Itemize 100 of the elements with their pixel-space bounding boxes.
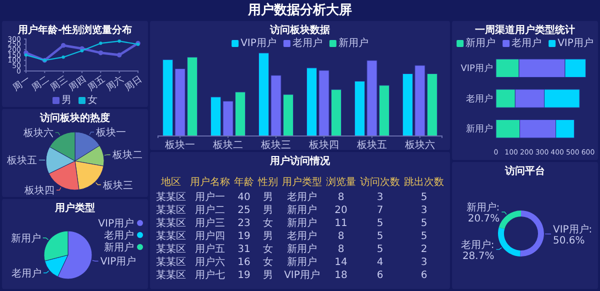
text: 7 xyxy=(376,205,384,216)
text: 5 xyxy=(376,244,384,255)
text: 8 xyxy=(338,244,344,255)
chart-title: 用户类型 xyxy=(54,202,95,214)
category-label: 用户类型 xyxy=(282,176,322,188)
text: 用户二 xyxy=(195,205,225,216)
text: 6 xyxy=(420,270,428,281)
text: 5 xyxy=(376,231,384,242)
text: 6 xyxy=(376,270,384,281)
text: 3 xyxy=(420,205,428,216)
legend-label: 老用户 xyxy=(292,37,322,49)
chart-title: 用户年龄-性别浏览量分布 xyxy=(16,24,132,36)
x-tick-label: 周六 xyxy=(104,74,126,94)
text: 男 xyxy=(263,270,273,281)
point xyxy=(60,43,66,48)
legend-label: 新用户 xyxy=(104,242,134,254)
x-tick-label: 周一 xyxy=(11,74,32,94)
data-label: 新用户: 20.7% xyxy=(466,202,500,225)
text: 23 xyxy=(238,218,250,229)
text: 3 xyxy=(420,257,428,268)
text: 某某区 xyxy=(156,257,186,268)
category-label: 地区 xyxy=(160,176,181,188)
x-tick-label: 板块四 xyxy=(308,139,339,152)
text: 某某区 xyxy=(156,218,186,229)
legend-label: 老用户 xyxy=(104,230,134,242)
text: 新用户 xyxy=(287,244,317,255)
text: 5 xyxy=(376,218,384,229)
legend-label: VIP用户 xyxy=(558,37,594,49)
y-tick-label: 老用户 xyxy=(466,93,493,104)
slice-label: 板块四 xyxy=(23,184,54,197)
data-label: VIP用户: 50.6% xyxy=(552,224,592,247)
text: 某某区 xyxy=(156,192,186,203)
text: 5 xyxy=(420,192,428,203)
text: 20 xyxy=(334,205,348,216)
point xyxy=(99,42,102,45)
text: 用户五 xyxy=(195,244,225,255)
text: 5 xyxy=(420,218,428,229)
chart-title: 一周渠道用户类型统计 xyxy=(475,24,575,36)
point xyxy=(80,49,84,52)
text: 女 xyxy=(263,257,273,268)
text: 某某区 xyxy=(156,244,186,255)
chart-title: 访问板块数据 xyxy=(269,24,330,36)
chart-title: 访问板块的热度 xyxy=(39,112,110,124)
text: 25 xyxy=(238,205,250,216)
text: 3 xyxy=(376,192,384,203)
legend-label: 老用户 xyxy=(512,37,542,49)
text: 用户数据分析大屏 xyxy=(247,2,352,18)
x-tick-label: 周三 xyxy=(48,74,70,94)
text: 老用户 xyxy=(287,192,317,203)
text: 女 xyxy=(263,218,273,229)
text: 2 xyxy=(420,244,428,255)
category-label: 性别 xyxy=(257,176,278,188)
chart-title: 访问平台 xyxy=(504,165,545,177)
data-label: 老用户: 28.7% xyxy=(460,238,494,262)
legend-label: 新用户 xyxy=(338,37,368,49)
category-label: 用户名称 xyxy=(190,176,230,188)
text: 某某区 xyxy=(156,205,186,216)
text: 用户四 xyxy=(195,231,225,242)
text: 11 xyxy=(334,218,348,229)
text: 5 xyxy=(420,231,428,242)
donut-slice xyxy=(498,210,521,229)
text: 16 xyxy=(238,257,250,268)
text: 新用户 xyxy=(287,218,317,229)
text: 8 xyxy=(338,192,344,203)
x-tick-label: 板块五 xyxy=(356,139,387,152)
text: 用户一 xyxy=(195,192,225,203)
x-tick-label: 板块三 xyxy=(260,139,292,152)
x-tick-label: 周日 xyxy=(123,74,144,94)
text: 男 xyxy=(263,192,273,203)
category-label: 年龄 xyxy=(234,176,254,188)
x-tick-label: 板块六 xyxy=(404,139,435,152)
category-label: 跳出次数 xyxy=(404,176,444,188)
donut-slice xyxy=(498,227,520,256)
x-tick-label: 板块二 xyxy=(212,139,244,152)
x-tick-label: 周五 xyxy=(86,74,107,94)
text: 用户六 xyxy=(195,257,225,268)
text: 用户三 xyxy=(195,218,225,229)
point xyxy=(118,40,121,43)
text: 用户访问情况 xyxy=(269,155,331,167)
category-label: 浏览量 xyxy=(326,176,356,188)
text: 女 xyxy=(263,244,273,255)
text: 31 xyxy=(238,244,250,255)
text: 19 xyxy=(238,270,250,281)
legend-label: VIP用户 xyxy=(98,218,134,230)
slice-label: 板块三 xyxy=(102,179,133,192)
legend-label: 男 xyxy=(62,95,72,106)
text: 14 xyxy=(334,257,348,268)
text: 新用户 xyxy=(287,205,317,216)
text: 某某区 xyxy=(156,231,186,242)
text: 男 xyxy=(263,205,273,216)
slice-label: VIP用户 xyxy=(100,256,136,268)
y-tick-label: 新用户 xyxy=(466,124,493,135)
slice-label: 板块六 xyxy=(22,127,54,140)
category-label: 访问次数 xyxy=(360,176,400,188)
text: VIP用户 xyxy=(284,270,320,281)
x-tick-label: 周二 xyxy=(30,74,51,94)
text: 8 xyxy=(338,231,344,242)
text: 40 xyxy=(238,192,250,203)
text: 新用户 xyxy=(287,257,317,268)
text: 老用户 xyxy=(287,231,317,242)
